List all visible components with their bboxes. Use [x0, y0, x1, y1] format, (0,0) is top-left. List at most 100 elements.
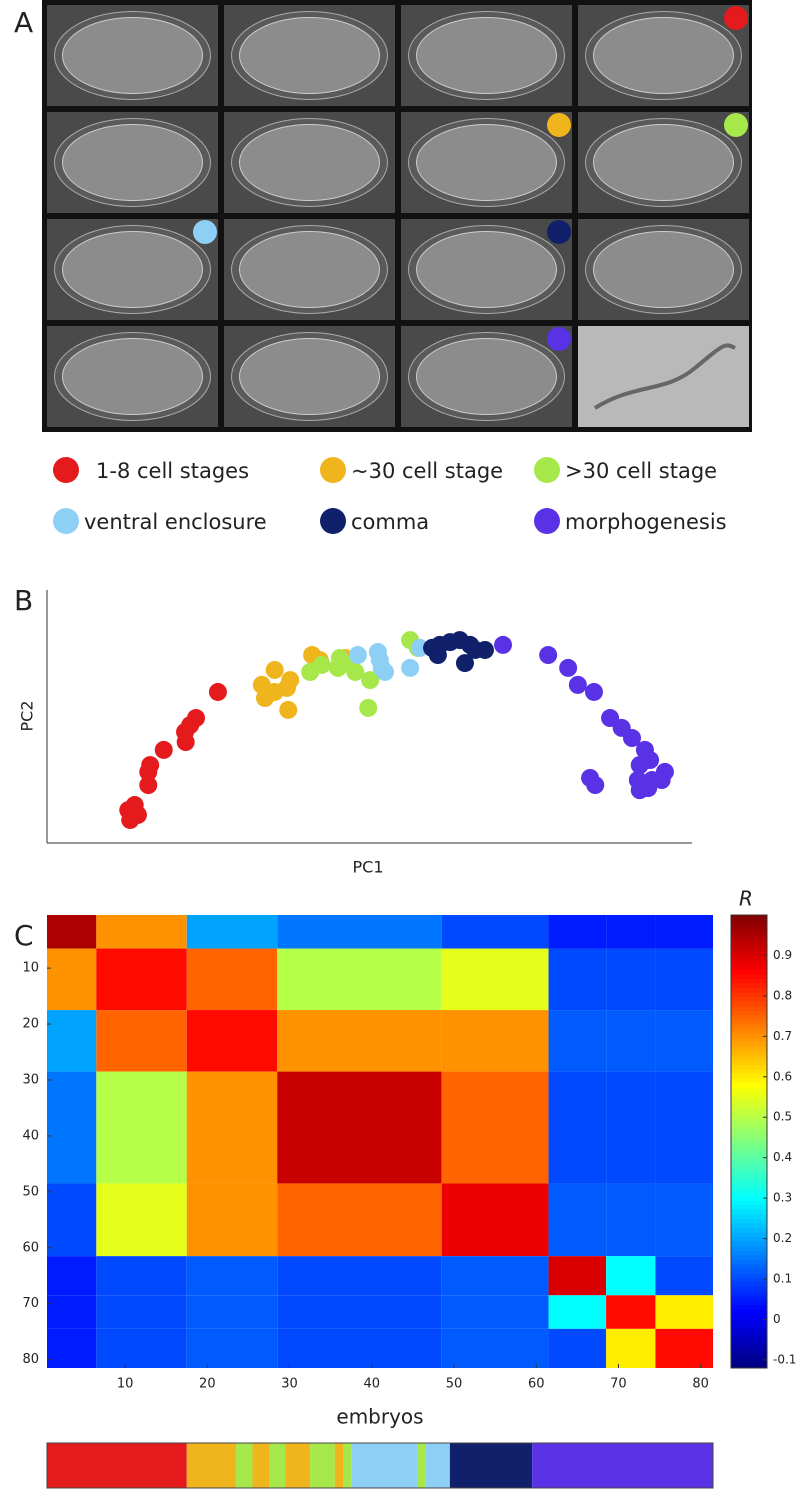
- colorbar-tick-label: 0.8: [773, 988, 792, 1002]
- heatmap-cell: [655, 1010, 713, 1072]
- colorbar-step: [731, 933, 767, 939]
- heatmap-cell: [655, 1071, 713, 1184]
- colorbar-step: [731, 969, 767, 975]
- y-tick-label: 10: [22, 961, 39, 976]
- legend-marker: [320, 508, 346, 534]
- colorbar-step: [731, 915, 767, 921]
- legend-marker: [53, 457, 79, 483]
- point: [361, 671, 380, 690]
- point: [139, 776, 158, 795]
- colorbar-step: [731, 1223, 767, 1229]
- heatmap-cell: [96, 1183, 187, 1257]
- y-tick-label: 60: [22, 1240, 39, 1255]
- heatmap-cell: [606, 1183, 656, 1257]
- point: [279, 700, 298, 719]
- legend-marker: [53, 508, 79, 534]
- stage-segment: [310, 1443, 335, 1488]
- x-axis-label: embryos: [336, 1405, 423, 1429]
- colorbar-step: [731, 1100, 767, 1106]
- colorbar-step: [731, 1290, 767, 1297]
- colorbar-step: [731, 1213, 767, 1220]
- y-tick-label: 30: [22, 1072, 39, 1087]
- colorbar-step: [731, 1010, 767, 1016]
- point: [208, 682, 227, 701]
- heatmap-cell: [655, 1256, 713, 1296]
- heatmap-cell: [655, 1183, 713, 1257]
- colorbar-step: [731, 1173, 767, 1179]
- colorbar-step: [731, 928, 767, 934]
- heatmap-cell: [548, 1071, 607, 1184]
- heatmap-cell: [606, 1010, 656, 1072]
- stage-segment: [236, 1443, 253, 1488]
- embryo: [62, 338, 203, 415]
- point: [186, 709, 205, 728]
- heatmap-cell: [655, 1328, 713, 1368]
- point: [630, 781, 649, 800]
- panel-label: A: [14, 6, 33, 39]
- colorbar-step: [731, 1309, 767, 1315]
- colorbar-step: [731, 924, 767, 930]
- legend-marker: [534, 508, 560, 534]
- heatmap-cell: [441, 1183, 549, 1257]
- colorbar-step: [731, 1168, 767, 1174]
- point: [370, 651, 389, 670]
- heatmap-cell: [441, 1256, 549, 1296]
- worm: [593, 343, 736, 410]
- heatmap-cell: [548, 1256, 607, 1296]
- legend-label: morphogenesis: [565, 510, 727, 534]
- embryo: [416, 338, 557, 415]
- heatmap-cell: [606, 1295, 656, 1329]
- point: [586, 776, 605, 795]
- point: [559, 658, 578, 677]
- heatmap-cell: [186, 1256, 278, 1296]
- heatmap-cell: [186, 948, 278, 1011]
- panel-label: C: [14, 919, 34, 952]
- heatmap-cell: [606, 948, 656, 1011]
- embryo: [62, 231, 203, 308]
- heatmap-cell: [96, 1328, 187, 1368]
- heatmap-cell: [47, 1328, 97, 1368]
- colorbar-step: [731, 1105, 767, 1111]
- heatmap-cell: [96, 915, 187, 949]
- heatmap-cell: [548, 1183, 607, 1257]
- point: [630, 756, 649, 775]
- stage-marker: [724, 113, 748, 137]
- heatmap-cell: [548, 948, 607, 1011]
- colorbar-step: [731, 1322, 767, 1328]
- colorbar-step: [731, 1091, 767, 1097]
- colorbar-step: [731, 1073, 767, 1079]
- colorbar-step: [731, 1123, 767, 1129]
- colorbar-step: [731, 1136, 767, 1142]
- colorbar-step: [731, 1001, 767, 1007]
- colorbar-step: [731, 1300, 767, 1306]
- heatmap-cell: [441, 948, 549, 1011]
- worm-image: [578, 326, 749, 427]
- point: [568, 675, 587, 694]
- colorbar-step: [731, 1186, 767, 1192]
- point: [455, 654, 474, 673]
- colorbar-step: [731, 1050, 767, 1056]
- point: [401, 658, 420, 677]
- legend-label: 1-8 cell stages: [96, 459, 249, 483]
- heatmap-cell: [548, 1328, 607, 1368]
- point: [652, 771, 671, 790]
- colorbar-step: [731, 1069, 767, 1075]
- colorbar-step: [731, 1263, 767, 1269]
- colorbar-step: [731, 1250, 767, 1256]
- colorbar-step: [731, 946, 767, 952]
- heatmap-cell: [47, 1010, 97, 1072]
- colorbar-step: [731, 937, 767, 943]
- colorbar-step: [731, 1340, 767, 1346]
- colorbar-step: [731, 1127, 767, 1133]
- x-axis-label: PC1: [353, 858, 384, 877]
- x-tick-label: 30: [281, 1377, 298, 1392]
- colorbar-step: [731, 1200, 767, 1206]
- stage-marker: [193, 220, 217, 244]
- point: [623, 729, 642, 748]
- stage-segment: [269, 1443, 286, 1488]
- colorbar-step: [731, 1272, 767, 1278]
- colorbar-step: [731, 1023, 767, 1029]
- colorbar-step: [731, 1204, 767, 1210]
- y-tick-label: 20: [22, 1017, 39, 1032]
